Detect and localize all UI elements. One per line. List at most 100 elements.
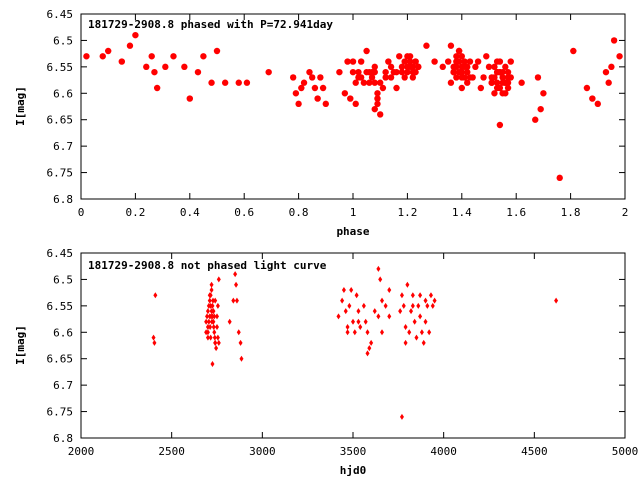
top-data-point [556,174,563,182]
top-data-point [401,58,408,65]
top-x-tick-label: 0.6 [234,206,254,219]
bottom-data-point [383,302,388,309]
bottom-data-point [376,313,381,320]
top-data-point [458,84,465,92]
bottom-data-point [352,329,357,336]
top-x-tick-label: 0 [78,206,85,219]
bottom-data-point [423,318,428,325]
bottom-data-point [214,345,219,352]
top-data-point [406,58,414,65]
bottom-data-point [341,287,346,293]
bottom-data-point [340,297,345,304]
bottom-data-point [211,324,216,330]
top-data-point [464,79,471,86]
top-data-point [404,68,411,76]
top-data-point [349,68,357,76]
bottom-data-point [215,313,219,320]
top-data-point [371,63,378,71]
bottom-data-point [399,413,404,420]
bottom-y-tick-label: 6.55 [47,300,74,313]
bottom-data-point [419,329,424,336]
top-data-point [292,90,300,97]
bottom-data-point [236,329,241,336]
bottom-data-point [210,302,215,309]
bottom-x-tick-label: 4000 [430,445,457,458]
top-data-point [458,63,465,71]
top-data-point [504,84,512,92]
top-data-point [412,68,419,76]
bottom-y-tick-label: 6.6 [53,326,73,339]
bottom-x-tick-label: 2500 [158,445,185,458]
bottom-data-point [212,334,217,341]
top-data-point [589,95,596,102]
bottom-data-point [233,271,238,278]
top-data-point [602,68,610,76]
bottom-data-point [401,302,406,309]
bottom-x-tick-label: 3500 [340,445,367,458]
bottom-data-point [418,313,423,320]
bottom-data-point [378,276,383,283]
bottom-data-point [208,324,213,330]
bottom-data-point [414,334,419,341]
top-data-point [309,74,316,81]
bottom-data-point [412,318,417,325]
top-data-point [461,58,468,65]
top-data-point [499,74,506,81]
top-data-point [374,90,381,97]
top-data-point [445,58,452,65]
top-x-tick-label: 0.8 [289,206,309,219]
bottom-data-point [215,302,220,309]
top-data-point [300,79,308,86]
top-data-point [496,121,504,129]
top-x-tick-label: 1.4 [452,206,472,219]
top-data-point [148,53,155,60]
bottom-data-point [351,318,355,325]
top-data-point [306,68,313,76]
top-data-point [143,63,150,71]
top-data-point [608,63,615,71]
top-data-point [415,63,422,71]
bottom-plot-title: 181729-2908.8 not phased light curve [88,259,327,272]
top-data-point [208,79,215,86]
top-x-tick-label: 1.8 [561,206,581,219]
bottom-data-point [207,297,212,304]
top-x-tick-label: 2 [622,206,629,219]
bottom-x-tick-label: 5000 [612,445,639,458]
bottom-data-point [207,292,212,299]
bottom-data-point [209,281,214,288]
top-data-point [298,84,305,92]
top-data-point [126,42,134,49]
bottom-data-point [418,292,423,299]
bottom-data-point [234,297,239,304]
bottom-data-point [380,297,385,304]
top-data-point [357,74,365,81]
top-data-point [319,84,327,92]
top-data-point [118,58,126,65]
bottom-data-point [423,297,428,304]
top-data-point [99,53,106,60]
bottom-data-point [238,339,243,346]
top-data-point [181,63,188,71]
bottom-data-point [409,308,414,315]
bottom-data-point [410,292,415,299]
top-y-tick-label: 6.8 [53,193,73,206]
top-data-point [162,63,169,71]
top-data-point [583,84,591,92]
bottom-data-point [345,324,350,330]
bottom-data-point [387,287,392,293]
top-data-point [483,53,490,60]
top-data-point [368,74,376,81]
bottom-data-point [213,339,218,346]
top-data-point [235,79,242,86]
top-y-tick-label: 6.45 [47,8,74,21]
top-data-point [385,58,392,65]
bottom-y-tick-label: 6.5 [53,273,73,286]
top-data-point [455,58,463,65]
bottom-data-point [205,313,210,320]
top-data-point [464,68,471,76]
bottom-data-point [343,308,348,315]
top-data-point [488,79,495,86]
top-data-point [504,74,512,81]
top-data-point [401,74,408,81]
